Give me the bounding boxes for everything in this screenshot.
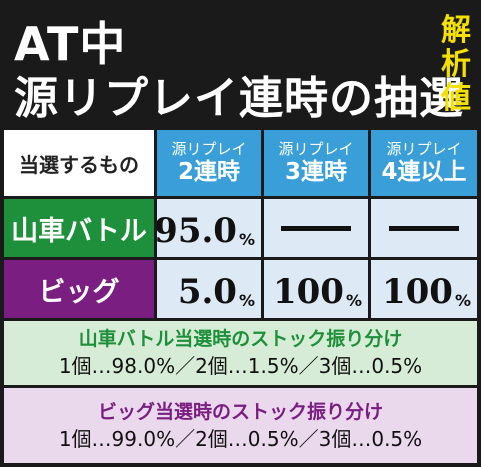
title-line-2: 源リプレイ連時の抽選 <box>14 73 464 124</box>
value-cell-dash <box>371 199 477 257</box>
battle-stock-body: 1個…98.0%／2個…1.5%／3個…0.5% <box>58 354 423 378</box>
value-number: 100 <box>381 272 453 312</box>
value-percent: % <box>238 291 255 310</box>
header: AT中 源リプレイ連時の抽選 解 析 値 <box>0 0 481 128</box>
column-header-small: 源リプレイ <box>278 140 354 158</box>
row-header-dashi-battle: 山車バトル <box>4 199 154 257</box>
column-header-big: 3連時 <box>284 159 347 185</box>
badge-char: 析 <box>441 47 471 82</box>
value-number: 5.0 <box>177 272 237 312</box>
analysis-badge: 解 析 値 <box>436 14 476 116</box>
column-header-big: 4連以上 <box>381 159 467 185</box>
value-cell: 95.0 % <box>157 199 261 257</box>
badge-char: 解 <box>441 13 471 48</box>
corner-label: 当選するもの <box>4 130 154 196</box>
value-cell: 100 % <box>264 260 368 318</box>
value-number: 100 <box>272 272 344 312</box>
value-cell: 5.0 % <box>157 260 261 318</box>
value-number: 95.0 <box>157 211 237 251</box>
column-header-small: 源リプレイ <box>171 140 247 158</box>
big-stock-box: ビッグ当選時のストック振り分け 1個…99.0%／2個…0.5%／3個…0.5% <box>4 388 477 463</box>
column-header-3-chain: 源リプレイ 3連時 <box>264 130 368 196</box>
big-stock-title: ビッグ当選時のストック振り分け <box>97 400 383 423</box>
value-percent: % <box>345 291 362 310</box>
battle-stock-title: 山車バトル当選時のストック振り分け <box>78 328 403 350</box>
column-header-2-chain: 源リプレイ 2連時 <box>157 130 261 196</box>
battle-stock-box: 山車バトル当選時のストック振り分け 1個…98.0%／2個…1.5%／3個…0.… <box>4 321 477 385</box>
column-header-big: 2連時 <box>177 159 240 185</box>
value-cell-dash <box>264 199 368 257</box>
value-cell: 100 % <box>371 260 477 318</box>
column-header-4-chain-plus: 源リプレイ 4連以上 <box>371 130 477 196</box>
badge-char: 値 <box>441 81 471 116</box>
value-percent: % <box>238 230 255 249</box>
dash-mark <box>389 225 459 231</box>
dash-mark <box>281 225 351 231</box>
row-header-big: ビッグ <box>4 260 154 318</box>
value-percent: % <box>454 291 471 310</box>
column-header-small: 源リプレイ <box>386 140 462 158</box>
big-stock-body: 1個…99.0%／2個…0.5%／3個…0.5% <box>58 426 423 451</box>
title-line-1: AT中 <box>14 17 127 71</box>
